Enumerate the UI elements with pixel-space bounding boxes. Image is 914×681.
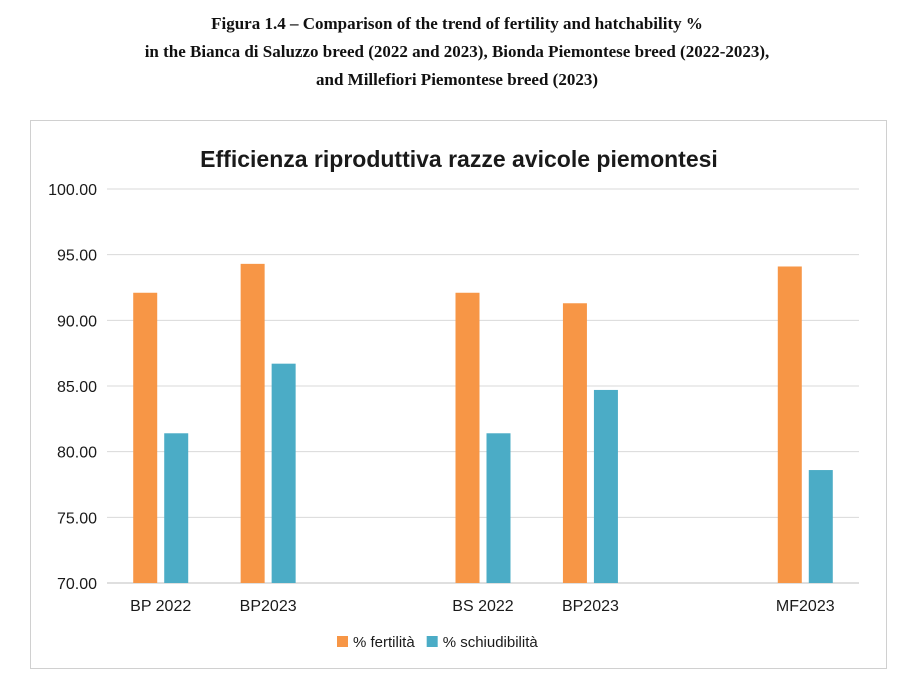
y-tick-label: 100.00 xyxy=(48,182,97,199)
y-tick-label: 80.00 xyxy=(57,445,97,462)
chart-title: Efficienza riproduttiva razze avicole pi… xyxy=(200,146,718,172)
figure-caption: Figura 1.4 – Comparison of the trend of … xyxy=(0,10,914,94)
caption-line-1: Figura 1.4 – Comparison of the trend of … xyxy=(211,14,703,33)
bar-fertility xyxy=(562,303,587,583)
chart-container: Efficienza riproduttiva razze avicole pi… xyxy=(30,120,887,669)
bars xyxy=(133,263,833,583)
bar-hatchability xyxy=(164,433,189,583)
bar-hatchability xyxy=(808,470,833,583)
x-tick-label: BP2023 xyxy=(562,598,619,615)
x-tick-label: BP2023 xyxy=(240,598,297,615)
y-tick-label: 85.00 xyxy=(57,379,97,396)
legend: % fertilità % schiudibilità xyxy=(337,634,538,651)
y-tick-label: 95.00 xyxy=(57,248,97,265)
y-tick-label: 70.00 xyxy=(57,576,97,593)
legend-swatch xyxy=(337,636,348,647)
x-tick-label: BS 2022 xyxy=(452,598,513,615)
legend-label: % fertilità xyxy=(353,634,415,651)
bar-hatchability xyxy=(271,363,296,583)
caption-line-2: in the Bianca di Saluzzo breed (2022 and… xyxy=(144,42,770,61)
bar-chart: Efficienza riproduttiva razze avicole pi… xyxy=(48,146,859,651)
legend-swatch xyxy=(426,636,438,647)
bar-hatchability xyxy=(593,389,618,583)
bar-fertility xyxy=(240,263,265,583)
y-tick-label: 75.00 xyxy=(57,510,97,527)
caption-line-3: and Millefiori Piemontese breed (2023) xyxy=(315,70,599,89)
bar-fertility xyxy=(133,292,158,583)
x-tick-label: MF2023 xyxy=(776,598,835,615)
bar-hatchability xyxy=(486,433,511,583)
y-tick-label: 90.00 xyxy=(57,313,97,330)
bar-fertility xyxy=(455,292,480,583)
legend-label: % schiudibilità xyxy=(443,634,539,651)
gridlines xyxy=(107,188,859,584)
x-axis-labels: BP 2022 BP2023 BS 2022 BP2023 MF2023 xyxy=(130,598,835,615)
x-tick-label: BP 2022 xyxy=(130,598,191,615)
y-axis-labels: 70.00 75.00 80.00 85.00 90.00 95.00 100.00 xyxy=(48,182,97,593)
bar-fertility xyxy=(777,266,802,583)
